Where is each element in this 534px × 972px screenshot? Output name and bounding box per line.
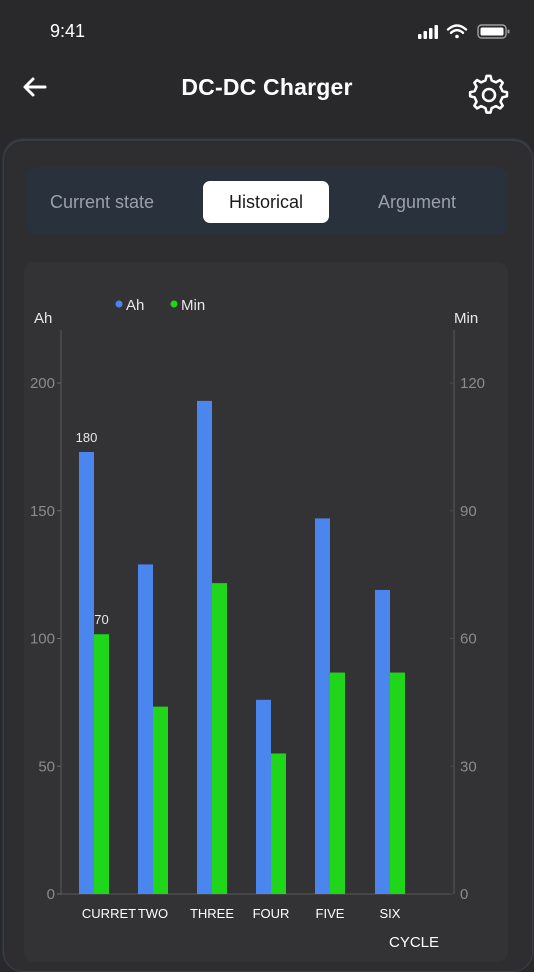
history-bar-chart: 0 50 100 150 200 0 30 60 90 120 Ah Min CYCLE Ah Min CUR… bbox=[30, 297, 485, 951]
right-tick-label: 120 bbox=[460, 375, 485, 392]
left-tick-label: 50 bbox=[38, 758, 55, 775]
status-icons bbox=[418, 24, 510, 39]
right-tick-label: 0 bbox=[460, 886, 468, 903]
x-tick-label: FOUR bbox=[253, 906, 290, 921]
bar-min-curret bbox=[94, 634, 109, 894]
wifi-icon bbox=[446, 24, 468, 39]
battery-icon bbox=[477, 24, 510, 39]
data-label-ah: 180 bbox=[76, 430, 98, 445]
back-arrow-icon[interactable] bbox=[18, 72, 50, 104]
page-title: DC-DC Charger bbox=[181, 74, 353, 100]
status-bar: 9:41 bbox=[0, 0, 534, 60]
data-label-min: 70 bbox=[94, 612, 108, 627]
bar-min-two bbox=[153, 706, 168, 894]
left-axis-title: Ah bbox=[34, 310, 52, 327]
bar-min-five bbox=[330, 672, 345, 894]
bar-min-six bbox=[390, 672, 405, 894]
bar-ah-six bbox=[375, 589, 390, 894]
bar-ah-curret bbox=[79, 451, 94, 894]
left-tick-label: 100 bbox=[30, 631, 55, 648]
bar-min-four bbox=[271, 753, 286, 894]
x-tick-label: TWO bbox=[138, 906, 168, 921]
tab-historical[interactable]: Historical bbox=[203, 181, 329, 223]
bar-ah-three bbox=[197, 400, 212, 894]
left-tick-label: 200 bbox=[30, 375, 55, 392]
x-tick-label: CURRET bbox=[82, 906, 136, 921]
bar-ah-five bbox=[315, 518, 330, 894]
chart-panel: 0 50 100 150 200 0 30 60 90 120 Ah Min CYCLE Ah Min CUR… bbox=[24, 262, 508, 962]
tab-argument[interactable]: Argument bbox=[377, 192, 457, 212]
right-tick-label: 90 bbox=[460, 503, 477, 520]
x-tick-label: SIX bbox=[380, 906, 401, 921]
legend-marker-min bbox=[170, 300, 178, 308]
right-axis-title: Min bbox=[454, 310, 478, 327]
bar-min-three bbox=[212, 583, 227, 894]
gear-icon[interactable] bbox=[468, 74, 510, 116]
segmented-tabs: Current state Historical Argument bbox=[26, 167, 508, 235]
status-time: 9:41 bbox=[50, 21, 86, 41]
bar-ah-four bbox=[256, 699, 271, 894]
x-axis-title: CYCLE bbox=[389, 934, 439, 951]
left-tick-label: 0 bbox=[47, 886, 55, 903]
legend-marker-ah bbox=[115, 300, 123, 308]
tab-current-state[interactable]: Current state bbox=[49, 192, 155, 212]
left-tick-label: 150 bbox=[30, 503, 55, 520]
cellular-signal-icon bbox=[418, 25, 438, 39]
legend-label-min: Min bbox=[181, 297, 205, 314]
right-tick-label: 30 bbox=[460, 758, 477, 775]
right-tick-label: 60 bbox=[460, 631, 477, 648]
bar-ah-two bbox=[138, 564, 153, 894]
x-tick-label: FIVE bbox=[316, 906, 345, 921]
app-header: DC-DC Charger bbox=[0, 60, 534, 120]
legend-label-ah: Ah bbox=[126, 297, 144, 314]
x-tick-label: THREE bbox=[190, 906, 234, 921]
